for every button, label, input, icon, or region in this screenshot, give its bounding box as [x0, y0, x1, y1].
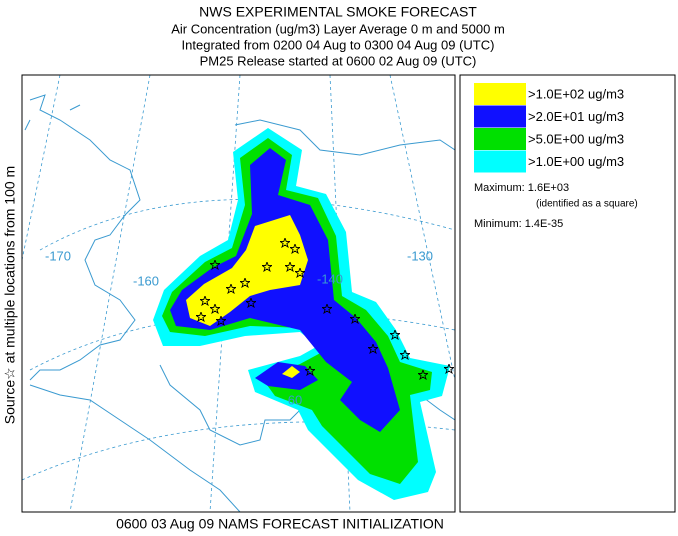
- side-label: Source☆ at multiple locations from 100 m: [2, 166, 18, 424]
- minimum: Minimum: 1.4E-35: [474, 218, 563, 230]
- legend-label: >1.0E+00 ug/m3: [528, 154, 624, 169]
- legend-label: >1.0E+02 ug/m3: [528, 86, 624, 101]
- legend-frame: [459, 74, 676, 513]
- subtitle: Integrated from 0200 04 Aug to 0300 04 A…: [182, 37, 495, 52]
- footer: 0600 03 Aug 09 NAMS FORECAST INITIALIZAT…: [116, 516, 444, 532]
- maximum-note: (identified as a square): [536, 199, 638, 210]
- subtitle: PM25 Release started at 0600 02 Aug 09 (…: [200, 53, 477, 68]
- subtitle: Air Concentration (ug/m3) Layer Average …: [171, 21, 505, 36]
- maximum: Maximum: 1.6E+03: [474, 182, 569, 194]
- legend-swatch: [474, 150, 526, 173]
- longitude-label: -130: [407, 248, 433, 263]
- title: NWS EXPERIMENTAL SMOKE FORECAST: [199, 4, 477, 20]
- longitude-label: -160: [133, 273, 159, 288]
- legend-label: >2.0E+01 ug/m3: [528, 109, 624, 124]
- legend-swatch: [474, 105, 526, 128]
- legend-swatch: [474, 83, 526, 105]
- legend-swatch: [474, 128, 526, 150]
- map-frame: [21, 74, 456, 513]
- longitude-label: -140: [317, 271, 343, 286]
- legend: >1.0E+02 ug/m3 >2.0E+01 ug/m3 >5.0E+00 ug/…: [474, 83, 624, 173]
- latitude-label: 60: [288, 392, 302, 407]
- longitude-label: -170: [45, 248, 71, 263]
- legend-label: >5.0E+00 ug/m3: [528, 131, 624, 146]
- map: [22, 75, 455, 512]
